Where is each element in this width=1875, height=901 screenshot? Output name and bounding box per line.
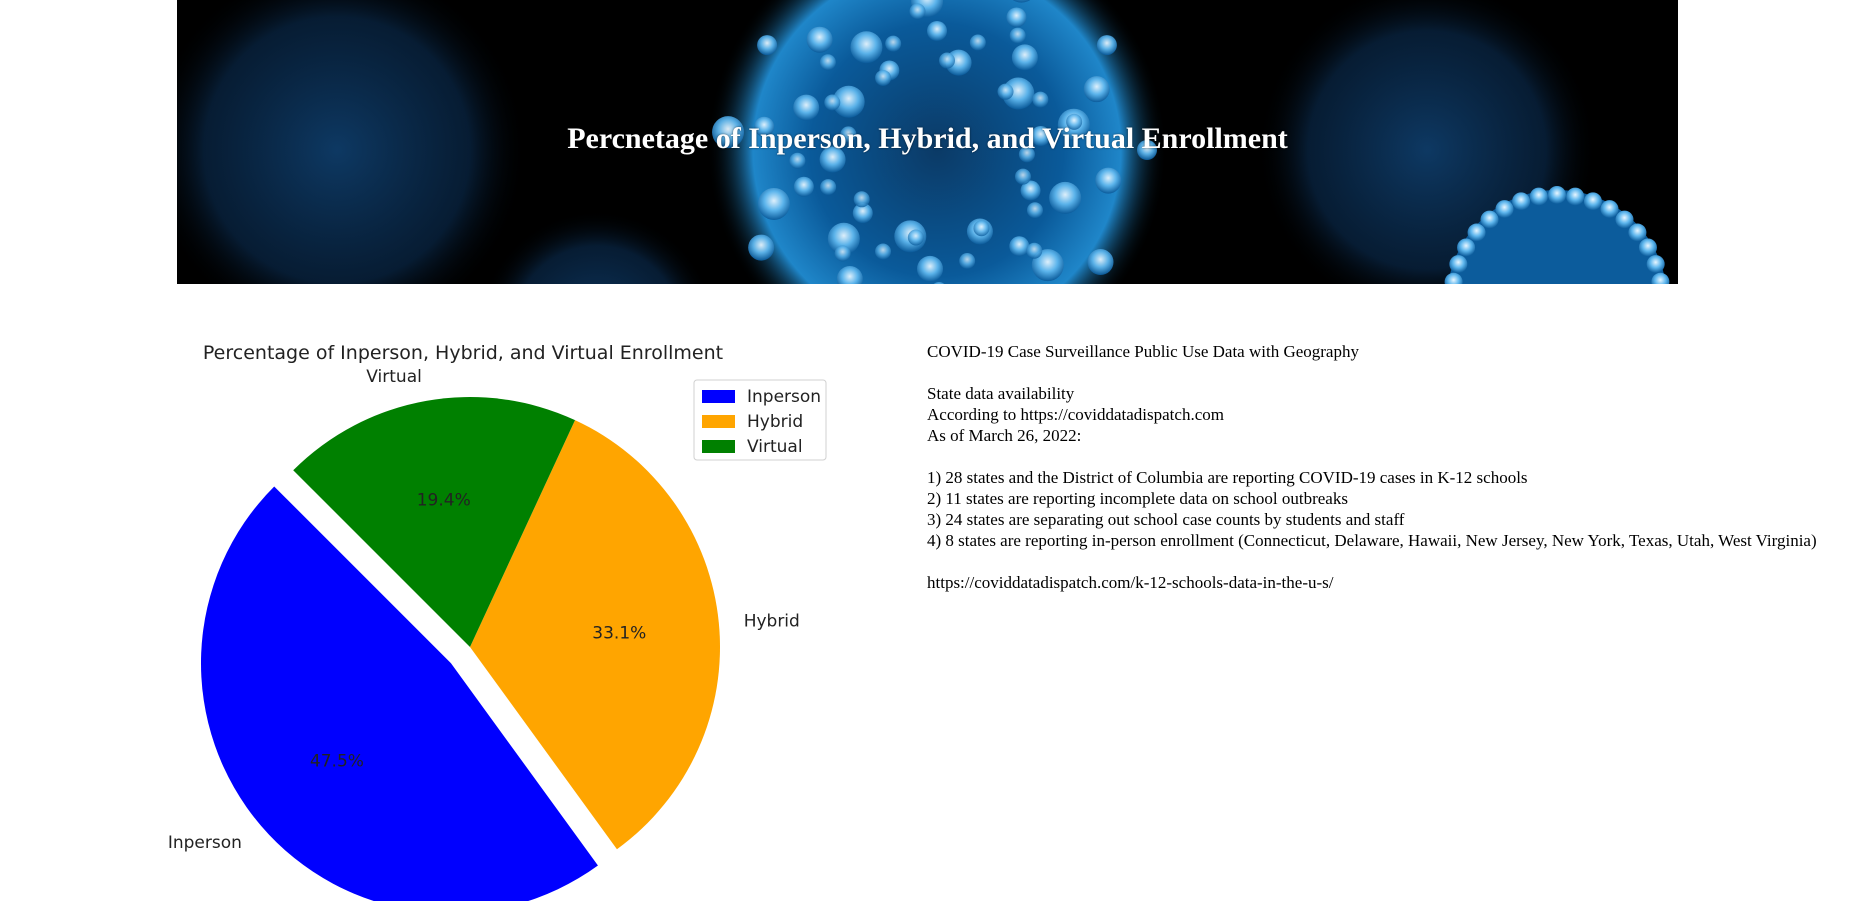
pie-slice-virtual — [293, 397, 576, 647]
slice-category-label: Virtual — [366, 367, 422, 387]
date-line: As of March 26, 2022: — [927, 426, 1082, 445]
finding-item: 1) 28 states and the District of Columbi… — [927, 468, 1528, 487]
legend-swatch-virtual — [702, 440, 735, 453]
spike-proteins-small — [1444, 186, 1670, 284]
chart-legend: Inperson Hybrid Virtual — [693, 379, 827, 461]
info-panel: COVID-19 Case Surveillance Public Use Da… — [927, 341, 1867, 593]
spike-proteins — [712, 0, 1157, 284]
virus-banner-image — [177, 0, 1678, 284]
legend-label: Virtual — [747, 437, 803, 457]
source-link[interactable]: https://coviddatadispatch.com/k-12-schoo… — [927, 573, 1334, 592]
pie-slice-inperson — [200, 486, 598, 901]
enrollment-pie-chart: Percentage of Inperson, Hybrid, and Virt… — [168, 330, 840, 901]
info-heading: COVID-19 Case Surveillance Public Use Da… — [927, 342, 1359, 361]
source-line: According to https://coviddatadispatch.c… — [927, 405, 1224, 424]
finding-item: 2) 11 states are reporting incomplete da… — [927, 489, 1348, 508]
legend-swatch-hybrid — [702, 415, 735, 428]
pie-chart-svg: Percentage of Inperson, Hybrid, and Virt… — [168, 342, 827, 901]
chart-title: Percentage of Inperson, Hybrid, and Virt… — [203, 342, 723, 364]
finding-item: 3) 24 states are separating out school c… — [927, 510, 1405, 529]
banner-title: Percnetage of Inperson, Hybrid, and Virt… — [567, 122, 1288, 155]
finding-item: 4) 8 states are reporting in-person enro… — [927, 531, 1817, 550]
slice-percent-label: 33.1% — [592, 623, 646, 643]
slice-category-label: Inperson — [168, 833, 242, 853]
header-banner: Percnetage of Inperson, Hybrid, and Virt… — [177, 0, 1678, 284]
slice-category-label: Hybrid — [744, 611, 800, 631]
legend-swatch-inperson — [702, 390, 735, 403]
slice-percent-label: 47.5% — [310, 752, 364, 772]
pie-slice-hybrid — [470, 420, 721, 850]
slice-percent-label: 19.4% — [417, 490, 471, 510]
availability-label: State data availability — [927, 384, 1075, 403]
legend-label: Inperson — [747, 387, 821, 407]
legend-label: Hybrid — [747, 412, 803, 432]
